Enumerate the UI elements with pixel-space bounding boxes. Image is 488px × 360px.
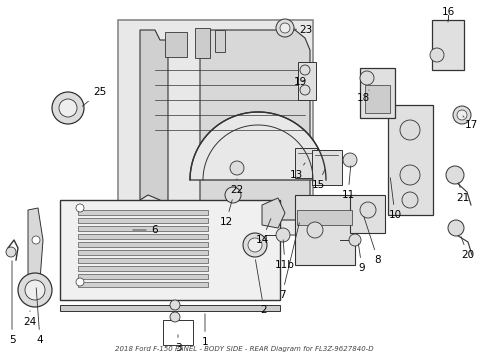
Text: 13: 13 [289,163,305,180]
Circle shape [399,120,419,140]
Circle shape [170,300,180,310]
Bar [431,20,463,70]
Circle shape [243,233,266,257]
Polygon shape [140,30,168,210]
Bar [297,62,315,100]
Circle shape [399,165,419,185]
Text: 11: 11 [341,166,354,200]
Text: 18: 18 [356,90,369,103]
Text: 19: 19 [293,77,306,87]
Circle shape [452,106,470,124]
Circle shape [429,48,443,62]
Bar [195,28,209,58]
Bar [296,210,351,225]
Circle shape [25,280,45,300]
Circle shape [229,161,244,175]
Bar [164,32,186,57]
Bar [78,282,207,287]
Polygon shape [200,30,309,220]
Text: 16: 16 [441,7,454,22]
Text: 17: 17 [462,116,477,130]
Circle shape [275,228,289,242]
Text: 21: 21 [455,183,468,203]
Polygon shape [28,208,43,285]
Text: 2018 Ford F-150 PANEL - BODY SIDE - REAR Diagram for FL3Z-9627840-D: 2018 Ford F-150 PANEL - BODY SIDE - REAR… [115,346,373,352]
Text: 11b: 11b [274,240,294,270]
Text: 22: 22 [230,179,243,195]
Bar [294,148,316,178]
Circle shape [52,92,84,124]
Circle shape [348,234,360,246]
Circle shape [247,238,262,252]
Circle shape [401,192,417,208]
Circle shape [76,278,84,286]
Circle shape [59,99,77,117]
Text: 5: 5 [9,261,15,345]
Text: 4: 4 [36,288,43,345]
Circle shape [299,85,309,95]
Bar [78,274,207,279]
Circle shape [6,247,16,257]
Text: 9: 9 [358,244,365,273]
Bar [349,195,384,233]
Text: 2: 2 [255,260,267,315]
Circle shape [275,19,293,37]
Circle shape [445,166,463,184]
Text: 23: 23 [293,25,312,35]
Bar [364,85,389,113]
Bar [78,258,207,263]
Text: 12: 12 [219,200,232,227]
Bar [118,20,312,235]
Bar [311,150,341,185]
Circle shape [447,220,463,236]
Text: 10: 10 [387,178,401,220]
Text: 3: 3 [174,335,181,353]
Bar [78,234,207,239]
Bar [78,250,207,255]
Circle shape [76,204,84,212]
Bar [163,320,193,345]
Text: 6: 6 [133,225,158,235]
Circle shape [342,153,356,167]
Text: 7: 7 [278,223,299,300]
Text: 24: 24 [23,311,37,327]
Polygon shape [262,198,285,228]
Bar [78,226,207,231]
Circle shape [18,273,52,307]
Text: 8: 8 [363,217,381,265]
Bar [387,105,432,215]
Bar [215,30,224,52]
Circle shape [306,222,323,238]
Circle shape [32,236,40,244]
Text: 14: 14 [255,219,270,245]
Circle shape [359,202,375,218]
Circle shape [280,23,289,33]
Polygon shape [190,112,325,180]
Circle shape [359,71,373,85]
Circle shape [456,110,466,120]
Text: 25: 25 [82,87,106,106]
Circle shape [224,187,241,203]
Text: 15: 15 [311,170,324,190]
Text: 1: 1 [201,314,208,347]
Bar [60,200,280,300]
Circle shape [170,312,180,322]
Bar [78,218,207,223]
Bar [60,305,280,311]
Text: 20: 20 [460,237,473,260]
Circle shape [299,65,309,75]
Bar [359,68,394,118]
Bar [78,242,207,247]
Bar [294,195,354,265]
Bar [78,266,207,271]
Bar [78,210,207,215]
